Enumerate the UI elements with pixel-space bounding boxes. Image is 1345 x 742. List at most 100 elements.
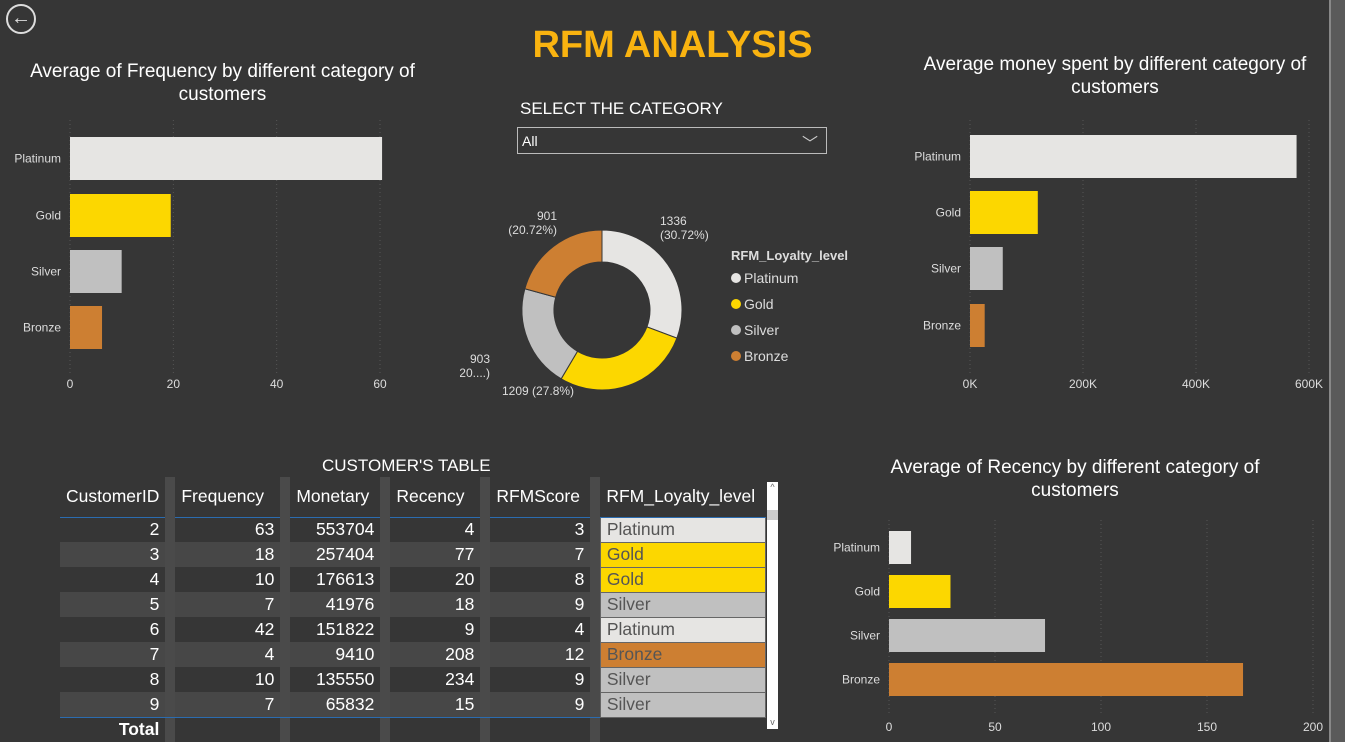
cell-loyalty-level: Platinum: [599, 616, 766, 643]
column-header[interactable]: RFM_Loyalty_level: [600, 477, 766, 518]
y-tick-label: Bronze: [923, 319, 961, 333]
table-cell: 4: [574, 619, 585, 639]
table-cell: 18: [175, 542, 281, 567]
column-header[interactable]: Frequency: [175, 477, 281, 518]
dropdown-value: All: [522, 133, 538, 149]
bar-platinum[interactable]: [970, 135, 1297, 178]
y-tick-label: Platinum: [833, 541, 880, 555]
table-cell: 4: [464, 519, 475, 540]
slice-platinum[interactable]: [601, 229, 683, 339]
table-title: CUSTOMER'S TABLE: [322, 456, 491, 475]
cell-loyalty-level: Silver: [599, 591, 766, 618]
frequency-chart-title: Average of Frequency by different catego…: [30, 61, 415, 105]
bar-silver[interactable]: [889, 619, 1046, 652]
legend-item-gold[interactable]: Gold: [731, 291, 848, 317]
scrollbar[interactable]: [1329, 0, 1345, 742]
table-header: CustomerID Frequency Monetary Recency RFMSco…: [60, 477, 766, 518]
x-tick-label: 60: [373, 377, 387, 391]
table-row: 9 7 65832 15 9 Silver: [60, 691, 766, 718]
legend-label: Bronze: [744, 348, 789, 364]
bar-bronze[interactable]: [889, 663, 1244, 696]
money-chart-title: Average money spent by different categor…: [923, 54, 1307, 98]
bar-gold[interactable]: [970, 191, 1038, 234]
legend-item-bronze[interactable]: Bronze: [731, 343, 848, 369]
legend-dot-icon: [731, 299, 741, 309]
table-cell: 18: [390, 592, 481, 617]
table-cell: 151822: [315, 619, 375, 639]
bar-platinum[interactable]: [889, 531, 912, 564]
legend-title: RFM_Loyalty_level: [731, 248, 849, 263]
cell-loyalty-level: Silver: [599, 666, 766, 693]
table-cell: 8: [574, 569, 585, 589]
category-dropdown[interactable]: All ﹀: [517, 127, 827, 154]
slice-bronze[interactable]: [524, 229, 603, 298]
table-cell: 7: [175, 692, 281, 717]
y-tick-label: Bronze: [842, 673, 880, 687]
scroll-down-icon[interactable]: v: [770, 717, 775, 727]
legend-item-platinum[interactable]: Platinum: [731, 265, 848, 291]
customer-table: CustomerID Frequency Monetary Recency RFMSco…: [60, 477, 766, 742]
x-tick-label: 0: [886, 720, 893, 734]
table-cell: 208: [390, 642, 481, 667]
table-cell: 10: [254, 569, 275, 589]
bar-gold[interactable]: [889, 575, 951, 608]
table-row: 6 42 151822 9 4 Platinum: [60, 616, 766, 643]
table-row: 8 10 135550 234 9 Silver: [60, 666, 766, 693]
table-row: 3 18 257404 77 7 Gold: [60, 541, 766, 568]
slice-gold[interactable]: [560, 326, 678, 391]
legend-item-silver[interactable]: Silver: [731, 317, 848, 343]
arrow-left-circle-icon: ←: [11, 7, 31, 29]
column-header[interactable]: CustomerID: [60, 477, 166, 518]
scroll-up-icon[interactable]: ^: [770, 482, 775, 492]
total-label: Total: [60, 716, 166, 742]
x-tick-label: 20: [167, 377, 181, 391]
table-scrollbar[interactable]: ^ v: [767, 482, 778, 729]
cell-loyalty-level: Bronze: [599, 641, 766, 668]
bar-silver[interactable]: [70, 250, 122, 293]
table-total-row: Total: [60, 716, 766, 742]
slice-silver[interactable]: [521, 288, 579, 380]
bar-bronze[interactable]: [970, 304, 985, 347]
donut-legend: RFM_Loyalty_level Platinum Gold Silver Bron…: [731, 248, 848, 369]
table-cell: 9410: [290, 642, 381, 667]
y-tick-label: Silver: [850, 629, 880, 643]
frequency-bar-chart: 0 20 40 60 Platinum Gold Silver Bronze: [14, 120, 387, 391]
legend-dot-icon: [731, 351, 741, 361]
y-tick-label: Platinum: [14, 152, 61, 166]
bar-gold[interactable]: [70, 194, 171, 237]
column-header[interactable]: RFMScore: [490, 477, 591, 518]
slice-label: 1209 (27.8%): [502, 384, 574, 398]
category-filter-label: SELECT THE CATEGORY: [520, 99, 723, 118]
table-cell: 63: [254, 519, 275, 540]
x-tick-label: 600K: [1295, 377, 1323, 391]
x-tick-label: 0K: [963, 377, 978, 391]
cell-loyalty-level: Platinum: [599, 516, 766, 543]
recency-bar-chart: 0 50 100 150 200 Platinum Gold Silver Bronze: [833, 520, 1323, 734]
page-title: RFM ANALYSIS: [532, 24, 813, 66]
table-cell: 7: [60, 642, 166, 667]
y-tick-label: Gold: [855, 585, 880, 599]
table-cell: 257404: [290, 542, 381, 567]
money-bar-chart: 0K 200K 400K 600K Platinum Gold Silver Bronze: [914, 120, 1323, 391]
table-cell: 4: [149, 569, 160, 589]
y-tick-label: Gold: [36, 209, 61, 223]
table-cell: 553704: [315, 519, 375, 540]
bar-silver[interactable]: [970, 247, 1003, 290]
back-button[interactable]: ←: [6, 4, 36, 34]
legend-label: Platinum: [744, 270, 799, 286]
column-header[interactable]: Recency: [390, 477, 481, 518]
x-tick-label: 200K: [1069, 377, 1097, 391]
bar-bronze[interactable]: [70, 306, 103, 349]
table-cell: 234: [445, 669, 475, 689]
table-cell: 2: [149, 519, 160, 540]
table-cell: 3: [60, 542, 166, 567]
cell-loyalty-level: Silver: [599, 691, 766, 718]
column-header[interactable]: Monetary: [290, 477, 381, 518]
chevron-down-icon: ﹀: [801, 136, 818, 153]
y-tick-label: Bronze: [23, 321, 61, 335]
bar-platinum[interactable]: [70, 137, 383, 180]
table-cell: 65832: [290, 692, 381, 717]
table-cell: 9: [464, 619, 475, 639]
slice-label: 901 (20.72%): [508, 209, 557, 237]
y-tick-label: Silver: [31, 265, 61, 279]
